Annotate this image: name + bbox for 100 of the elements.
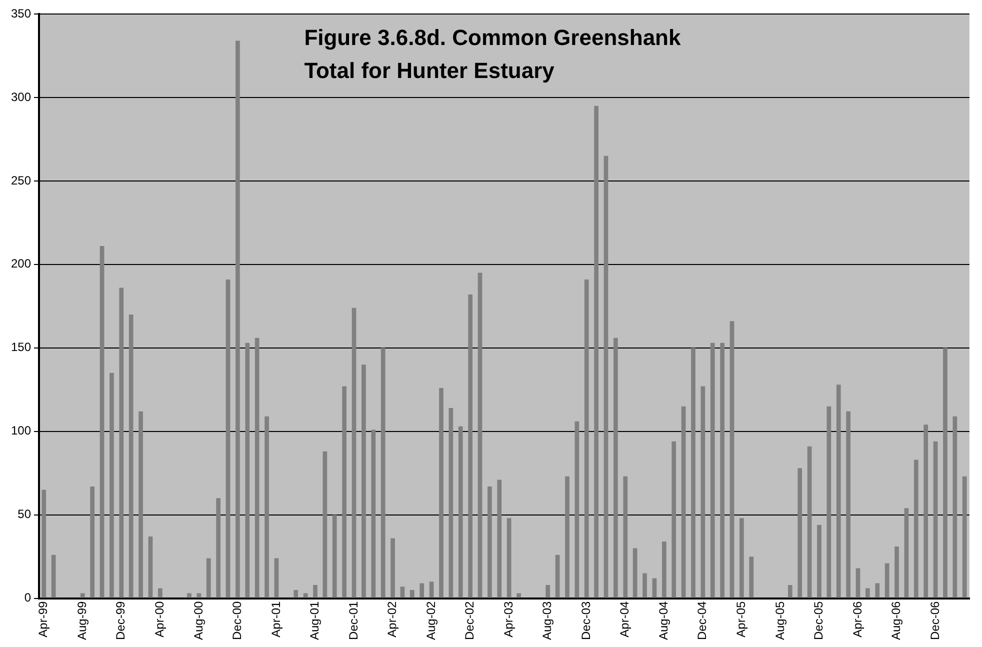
bar bbox=[458, 426, 463, 598]
bar bbox=[245, 342, 250, 598]
x-tick-label: Apr-99 bbox=[36, 600, 50, 638]
bar bbox=[884, 563, 890, 598]
bar bbox=[478, 272, 482, 598]
x-tick-label: Aug-06 bbox=[889, 600, 904, 640]
bar bbox=[623, 476, 628, 598]
bar bbox=[662, 542, 666, 598]
bar bbox=[138, 411, 143, 598]
bar bbox=[730, 321, 734, 598]
x-tick-label: Apr-00 bbox=[152, 600, 166, 638]
bar bbox=[574, 421, 580, 598]
bar bbox=[914, 460, 918, 598]
bar bbox=[516, 593, 521, 598]
bar bbox=[555, 554, 560, 598]
y-tick-label: 300 bbox=[10, 90, 32, 104]
x-tick-label: Aug-03 bbox=[540, 600, 554, 640]
bar bbox=[924, 424, 928, 598]
y-tick-label: 200 bbox=[10, 256, 32, 271]
bar bbox=[652, 578, 657, 598]
bar bbox=[836, 384, 841, 598]
x-tick-label: Aug-00 bbox=[191, 600, 206, 640]
bar bbox=[720, 342, 724, 598]
bar bbox=[594, 106, 598, 598]
bar bbox=[148, 536, 153, 598]
x-tick-label: Apr-02 bbox=[385, 600, 400, 638]
bar bbox=[226, 279, 230, 598]
bar bbox=[332, 514, 337, 598]
bar bbox=[429, 582, 434, 598]
bar bbox=[943, 348, 948, 598]
bar bbox=[894, 546, 899, 598]
y-tick-label: 150 bbox=[10, 340, 32, 354]
bar bbox=[565, 476, 570, 598]
bar bbox=[80, 593, 85, 598]
bar bbox=[90, 486, 95, 598]
bar bbox=[236, 40, 240, 598]
x-tick-label: Dec-00 bbox=[230, 600, 244, 640]
x-tick-label: Dec-01 bbox=[346, 600, 360, 640]
x-tick-label: Aug-02 bbox=[424, 600, 438, 640]
bar bbox=[826, 406, 832, 598]
bar bbox=[672, 441, 676, 598]
bar bbox=[546, 584, 550, 598]
x-tick-label: Dec-03 bbox=[578, 600, 593, 640]
bar bbox=[740, 518, 744, 598]
x-tick-label: Apr-04 bbox=[618, 600, 632, 638]
bar bbox=[691, 348, 696, 598]
y-tick-label: 100 bbox=[10, 424, 32, 438]
bar bbox=[119, 288, 124, 598]
bar bbox=[158, 588, 162, 598]
bar bbox=[710, 342, 715, 598]
bar bbox=[604, 156, 608, 598]
bar bbox=[187, 593, 192, 598]
bar bbox=[196, 593, 202, 598]
bar bbox=[584, 279, 589, 598]
x-tick-label: Dec-02 bbox=[462, 600, 477, 640]
bar bbox=[632, 548, 638, 598]
bar bbox=[468, 294, 472, 598]
x-tick-label: Aug-01 bbox=[308, 600, 322, 640]
bar bbox=[400, 586, 405, 598]
x-tick-label: Apr-03 bbox=[501, 600, 516, 638]
bar bbox=[817, 524, 822, 598]
y-tick-label: 50 bbox=[18, 507, 32, 522]
bar bbox=[506, 518, 512, 598]
bar bbox=[322, 451, 328, 598]
bar bbox=[614, 338, 618, 598]
bar bbox=[390, 538, 395, 598]
bar bbox=[952, 416, 958, 598]
bar bbox=[962, 476, 967, 598]
bar bbox=[380, 348, 386, 598]
bar bbox=[100, 246, 104, 598]
bar bbox=[497, 480, 502, 598]
bar bbox=[420, 583, 424, 598]
y-tick-label: 250 bbox=[10, 173, 32, 188]
bar bbox=[488, 486, 492, 598]
x-tick-label: Dec-04 bbox=[695, 600, 710, 640]
bar bbox=[749, 556, 754, 598]
bar bbox=[788, 584, 792, 598]
x-tick-label: Dec-05 bbox=[812, 600, 826, 640]
bar bbox=[700, 386, 706, 598]
bar bbox=[362, 364, 366, 598]
bar bbox=[294, 590, 298, 598]
bar bbox=[216, 498, 221, 598]
bar bbox=[110, 372, 114, 598]
x-tick-label: Dec-06 bbox=[928, 600, 942, 640]
bar bbox=[313, 584, 318, 598]
bar bbox=[254, 338, 260, 598]
bar bbox=[410, 590, 414, 598]
bar bbox=[128, 314, 134, 598]
bar bbox=[846, 411, 850, 598]
bar bbox=[933, 441, 938, 598]
x-tick-label: Apr-01 bbox=[268, 600, 283, 638]
x-tick-label: Apr-05 bbox=[734, 600, 748, 638]
x-tick-label: Aug-05 bbox=[772, 600, 787, 640]
bar bbox=[448, 408, 454, 598]
x-tick-label: Aug-99 bbox=[74, 600, 89, 640]
bar bbox=[303, 593, 308, 598]
bar bbox=[342, 386, 346, 598]
bar bbox=[856, 568, 860, 598]
y-tick-label: 0 bbox=[24, 590, 32, 605]
bar bbox=[206, 558, 211, 598]
